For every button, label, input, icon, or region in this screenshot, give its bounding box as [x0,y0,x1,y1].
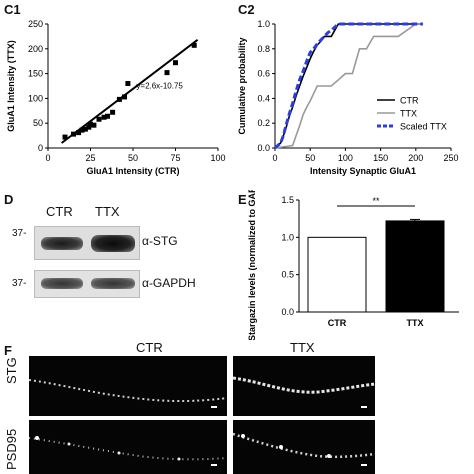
blot-band-ttx-gapdh [91,278,135,289]
blot-column-ttx: TTX [95,204,120,219]
series-line-c2-0 [274,23,423,149]
y-tick-label-e-3: 1.5 [281,195,294,205]
y-tick-label-c1-2: 100 [28,93,43,103]
cumulative-chart-c2: 0 50 100 150 200 250 0.0 0.2 0.4 0.6 0.8 1.0 Intensi… [237,19,459,176]
y-tick-label-e-0: 0.0 [281,307,294,317]
bar-e-1 [385,220,445,313]
y-tick-label-c1-1: 50 [33,118,43,128]
legend-label-c2-1: TTX [400,109,417,119]
y-tick-label-c2-2: 0.4 [257,93,270,103]
data-point-c1-15 [164,70,170,76]
fit-equation-c1: y=2.6x-10.75 [136,81,183,90]
micrograph-ctr-stg [29,356,227,416]
micro-column-ctr: CTR [136,340,163,355]
significance-mark-e: ** [372,196,380,206]
blot-label-stg: α-STG [142,234,178,248]
data-point-c1-5 [86,124,92,130]
x-tick-label-c2-1: 50 [305,153,315,163]
y-tick-label-c2-1: 0.2 [257,118,270,128]
micrograph-ttx-psd95 [233,420,375,474]
x-axis-label-c2: Intensity Synaptic GluA1 [310,166,416,176]
y-tick-label-e-2: 1.0 [281,232,294,242]
y-tick-label-c2-4: 0.8 [257,44,270,54]
x-tick-label-c1-3: 75 [170,153,180,163]
micro-row-stg: STG [4,357,19,384]
data-point-c1-17 [191,42,197,48]
x-tick-label-c2-4: 200 [408,153,423,163]
y-axis-label-c1: GluA1 Intensity (TTX) [6,40,16,132]
micrograph-panel: CTR TTX STG PSD95 [0,340,474,474]
y-tick-label-e-1: 0.5 [281,270,294,280]
fit-line-c1 [60,39,199,144]
data-point-c1-10 [105,113,110,119]
series-line-c2-1 [274,23,423,149]
x-tick-label-c1-0: 0 [45,153,50,163]
data-point-c1-4 [82,126,88,132]
bar-chart-e: 0.0 0.5 1.0 1.5 CTR TTX ** Stargazin levels (no… [247,190,459,340]
y-tick-label-c2-5: 1.0 [257,19,270,29]
x-tick-label-c1-1: 25 [85,153,95,163]
data-point-c1-3 [79,127,85,133]
panel-label-c1: C1 [4,2,21,17]
panel-label-d: D [4,192,14,207]
panel-label-f: F [4,343,12,358]
y-tick-label-c1-3: 150 [28,69,43,79]
x-tick-label-c2-5: 250 [443,153,458,163]
y-tick-label-c1-5: 250 [28,19,43,29]
y-axis-label-c2: Cumulative probability [237,37,247,134]
micro-row-psd95: PSD95 [4,428,19,470]
y-tick-label-c1-0: 0 [38,143,43,153]
western-blot-panel: CTR TTX 37- α-STG 37- α-GAPDH [0,190,237,340]
blot-strip-gapdh [34,270,140,298]
series-line-c2-2 [274,22,423,150]
blot-marker-stg: 37- [12,228,27,239]
data-point-c1-1 [71,131,76,137]
bar-e-0 [307,236,367,313]
micrograph-ctr-psd95 [29,420,227,474]
data-point-c1-14 [125,81,131,87]
legend-label-c2-2: Scaled TTX [400,122,447,132]
data-point-c1-2 [76,130,82,136]
panel-label-e: E [238,192,247,207]
legend-label-c2-0: CTR [400,96,419,106]
blot-band-ttx-stg [91,235,135,252]
blot-band-ctr-gapdh [41,278,83,289]
scatter-chart-c1: 0 25 50 75 100 0 50 100 150 200 250 GluA1 Intensity… [6,19,226,176]
blot-band-ctr-stg [41,237,83,250]
data-point-c1-9 [101,114,107,120]
blot-marker-gapdh: 37- [12,278,27,289]
x-tick-label-e-0: CTR [328,318,347,328]
x-axis-label-c1: GluA1 Intensity (CTR) [86,166,179,176]
panel-label-c2: C2 [238,2,255,17]
x-tick-label-c1-4: 100 [210,153,225,163]
x-tick-label-c2-3: 150 [373,153,388,163]
data-point-c1-8 [96,116,102,122]
blot-strip-stg [34,226,140,260]
y-tick-label-c2-0: 0.0 [257,143,270,153]
blot-label-gapdh: α-GAPDH [142,276,196,290]
x-tick-label-c1-2: 50 [128,153,138,163]
blot-column-ctr: CTR [46,204,73,219]
data-point-c1-13 [122,94,127,100]
data-point-c1-7 [91,122,97,128]
x-tick-label-e-1: TTX [407,318,424,328]
data-point-c1-11 [110,109,116,115]
x-tick-label-c2-2: 100 [338,153,353,163]
data-point-c1-0 [62,134,68,140]
data-point-c1-6 [88,121,93,127]
y-tick-label-c1-4: 200 [28,44,43,54]
x-tick-label-c2-0: 0 [272,153,277,163]
y-tick-label-c2-3: 0.6 [257,69,270,79]
y-axis-label-e: Stargazin levels (normalized to GAPDH) [247,190,257,340]
micrograph-ttx-stg [233,356,375,416]
data-point-c1-16 [173,60,178,66]
data-point-c1-12 [116,96,122,102]
micro-column-ttx: TTX [290,340,315,355]
